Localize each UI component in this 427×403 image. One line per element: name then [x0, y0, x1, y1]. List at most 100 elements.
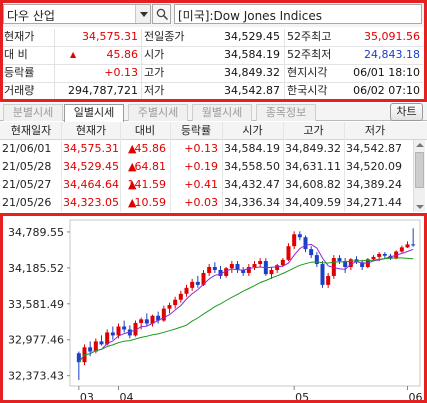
search-button[interactable] [152, 4, 171, 24]
candle-body [292, 234, 297, 247]
candle-body [269, 269, 274, 275]
candle-body [178, 293, 183, 300]
candle-body [190, 281, 195, 288]
tab-info[interactable]: 종목정보 [256, 104, 316, 121]
candle-body [105, 332, 110, 345]
chart-button[interactable]: 차트 [390, 103, 423, 121]
search-icon [156, 8, 169, 21]
column-header[interactable]: 현재일자 [10, 124, 52, 137]
column-divider [284, 29, 285, 99]
candle-body [320, 264, 325, 285]
row-divider [2, 82, 423, 83]
quote-value: 34,849.32 [224, 66, 280, 79]
quote-label: 한국시각 [287, 84, 328, 97]
candle-body [286, 246, 291, 260]
candle-body [275, 265, 280, 270]
table-cell-low: 34,520.09 [346, 160, 402, 173]
tab-weekly[interactable]: 주별시세 [128, 104, 188, 121]
quote-value: 34,529.45 [224, 30, 280, 43]
table-cell-rate: +0.41 [184, 178, 218, 191]
column-header[interactable]: 시가 [242, 124, 263, 137]
row-divider [2, 64, 423, 65]
candle-body [173, 299, 178, 306]
candle-body [326, 275, 331, 285]
table-cell-change: 10.59 [134, 196, 167, 209]
quote-label: 현지시각 [287, 66, 328, 79]
table-cell-open: 34,584.19 [224, 142, 280, 155]
candle-body [150, 315, 155, 324]
top-bar: 다우 산업 [미국]:Dow Jones Indices [0, 0, 427, 27]
chevron-down-icon[interactable] [135, 5, 150, 23]
candle-body [314, 255, 319, 265]
table-scrollbar[interactable] [413, 140, 425, 212]
up-triangle-icon: ▲ [128, 142, 137, 155]
scroll-up-icon[interactable] [416, 143, 424, 147]
y-tick-label: 33,581.49 [8, 298, 64, 311]
candle-body [297, 234, 302, 238]
table-cell-low: 34,271.44 [346, 196, 402, 209]
table-row[interactable]: 21/05/26 34,323.05 10.59 +0.03 34,336.34 34,4… [0, 194, 427, 212]
table-row[interactable]: 21/06/01 34,575.31 45.86 +0.13 34,584.19 34,8… [0, 140, 427, 158]
up-triangle-icon: ▲ [128, 178, 137, 191]
quote-label: 저가 [144, 84, 165, 97]
scroll-down-icon[interactable] [416, 205, 424, 209]
row-divider [2, 46, 423, 47]
candle-body [331, 258, 336, 276]
table-cell-change: 64.81 [134, 160, 167, 173]
table-cell-high: 34,608.82 [285, 178, 341, 191]
ma-long-line [78, 257, 414, 363]
candle-body [348, 259, 353, 268]
column-divider [222, 122, 223, 212]
quote-label: 현재가 [4, 30, 35, 43]
candle-body [127, 329, 132, 336]
candle-body [258, 261, 263, 265]
table-cell-open: 34,432.47 [224, 178, 280, 191]
column-divider [170, 122, 171, 212]
table-cell-date: 21/05/28 [2, 160, 52, 173]
quote-value: 35,091.56 [364, 30, 420, 43]
quote-label: 전일종가 [144, 30, 185, 43]
y-tick-label: 32,373.43 [8, 370, 64, 383]
candle-body [280, 259, 285, 266]
index-name-field[interactable]: [미국]:Dow Jones Indices [174, 4, 422, 24]
tab-minute[interactable]: 분별시세 [3, 104, 63, 121]
table-row[interactable]: 21/05/28 34,529.45 64.81 +0.19 34,558.50 34,6… [0, 158, 427, 176]
candle-body [93, 341, 98, 352]
quote-value: 24,843.18 [364, 48, 420, 61]
y-tick-label: 32,977.46 [8, 334, 64, 347]
column-divider [120, 122, 121, 212]
column-header[interactable]: 현재가 [75, 124, 107, 137]
x-tick-label: 05 [295, 391, 309, 403]
quote-value: 34,542.87 [224, 84, 280, 97]
plot-frame [69, 219, 421, 387]
candle-body [161, 308, 166, 321]
scroll-thumb[interactable] [415, 152, 424, 188]
column-divider [344, 122, 345, 212]
tab-monthly[interactable]: 월별시세 [192, 104, 252, 121]
table-cell-change: 45.86 [134, 142, 167, 155]
column-header[interactable]: 등락률 [180, 124, 212, 137]
candle-body [144, 319, 149, 324]
column-header[interactable]: 고가 [303, 124, 324, 137]
candle-body [122, 326, 127, 330]
column-header[interactable]: 저가 [364, 124, 386, 137]
quote-value: 34,575.31 [82, 30, 138, 43]
table-cell-high: 34,849.32 [285, 142, 341, 155]
table-cell-high: 34,409.59 [285, 196, 341, 209]
table-cell-price: 34,464.64 [63, 178, 119, 191]
candle-body [99, 341, 104, 345]
candle-body [303, 237, 308, 250]
candle-body [337, 258, 342, 262]
table-row[interactable]: 21/05/27 34,464.64 141.59 +0.41 34,432.47 34,… [0, 176, 427, 194]
candle-body [218, 269, 223, 276]
quote-value: 45.86 [106, 48, 139, 61]
column-header[interactable]: 대비 [134, 124, 156, 137]
tab-bar: 차트 분별시세 일별시세 주별시세 월별시세 종목정보 [0, 103, 427, 122]
quote-label: 대 비 [4, 48, 28, 61]
quote-label: 52주최고 [287, 30, 332, 43]
market-select[interactable]: 다우 산업 [3, 4, 151, 24]
table-cell-rate: +0.13 [184, 142, 218, 155]
table-cell-date: 21/05/27 [2, 178, 52, 191]
quote-label: 거래량 [4, 84, 35, 97]
tab-daily[interactable]: 일별시세 [64, 104, 124, 122]
